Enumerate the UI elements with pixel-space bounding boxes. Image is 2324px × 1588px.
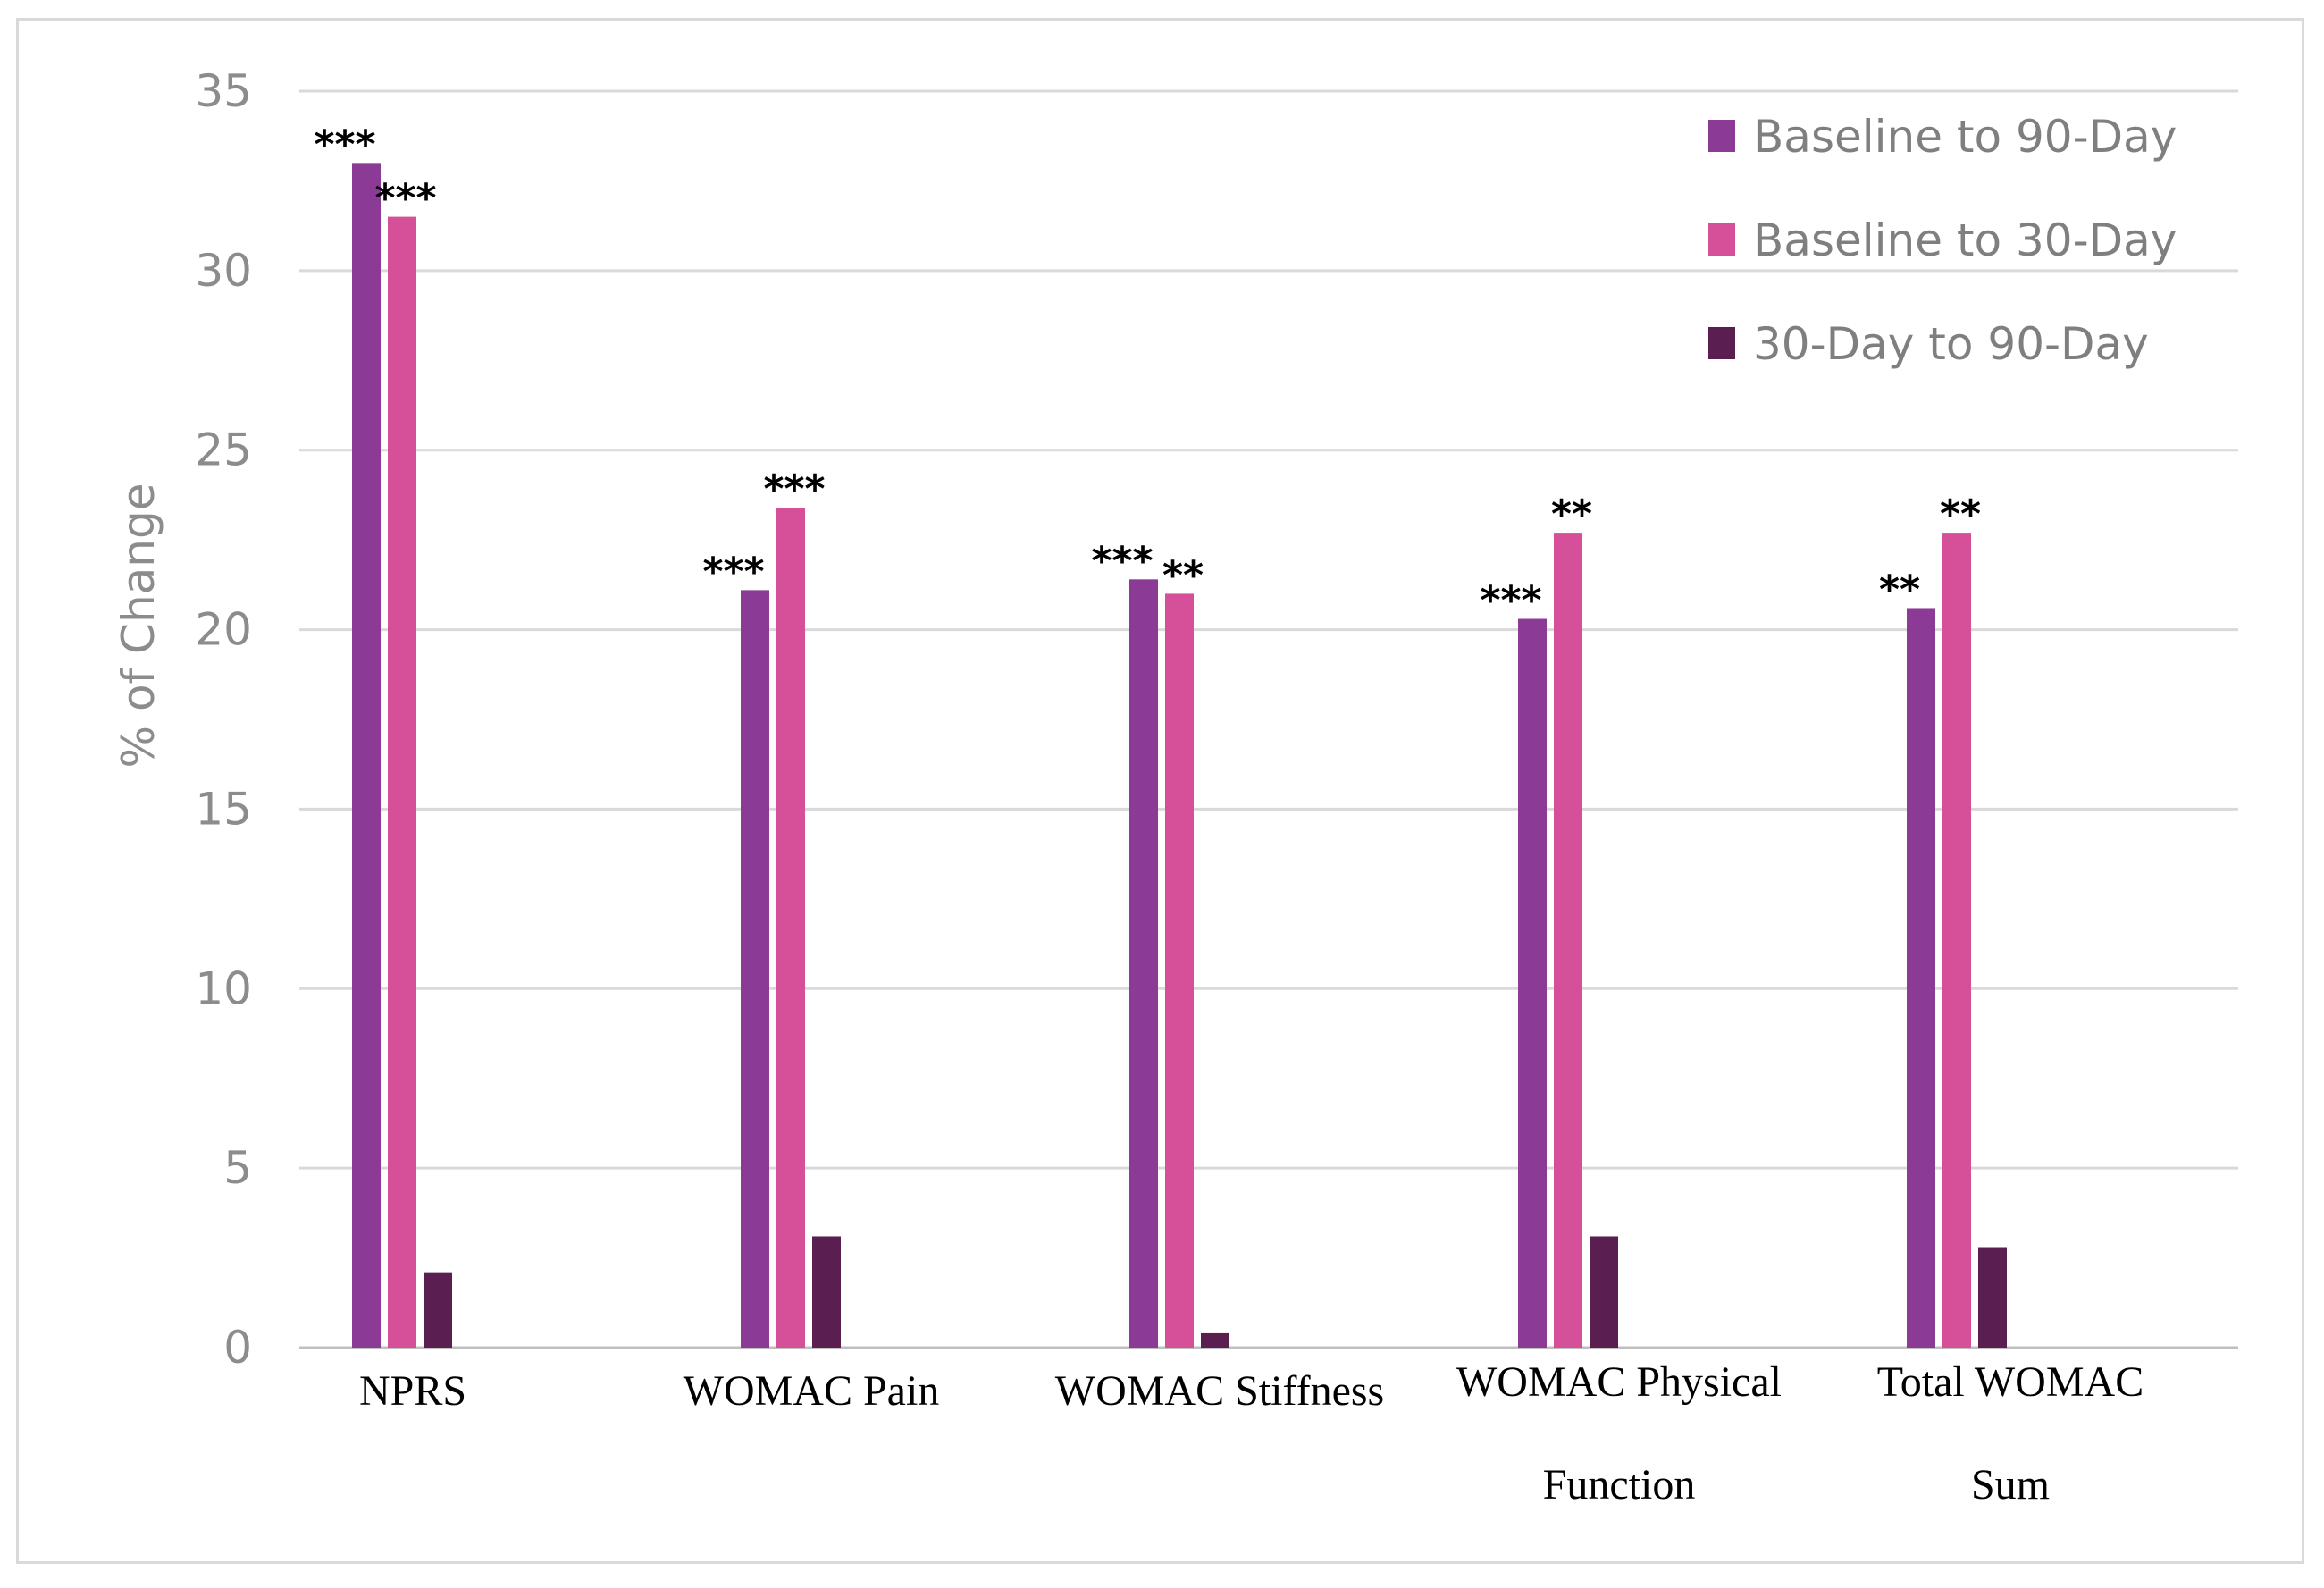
bar bbox=[1554, 533, 1582, 1348]
legend-swatch bbox=[1708, 327, 1735, 359]
category-label: Sum bbox=[1971, 1461, 2050, 1508]
bar bbox=[1978, 1247, 2007, 1348]
y-axis-title: % of Change bbox=[113, 483, 164, 769]
legend: Baseline to 90-Day Baseline to 30-Day 30-D… bbox=[1708, 111, 2177, 370]
significance-label: *** bbox=[314, 122, 375, 167]
bar bbox=[1907, 608, 1935, 1348]
bar bbox=[1518, 618, 1547, 1348]
bar bbox=[424, 1272, 452, 1348]
category-label: WOMAC Pain bbox=[684, 1367, 940, 1415]
bar bbox=[741, 590, 769, 1348]
bar bbox=[1590, 1236, 1618, 1348]
y-tick-label: 5 bbox=[223, 1142, 252, 1194]
significance-label: *** bbox=[1480, 578, 1541, 624]
legend-swatch bbox=[1708, 223, 1735, 256]
significance-label: ** bbox=[1551, 492, 1592, 537]
y-tick-label: 30 bbox=[195, 245, 252, 297]
legend-label: Baseline to 30-Day bbox=[1753, 214, 2177, 266]
significance-label: *** bbox=[1091, 538, 1153, 584]
bar bbox=[1942, 533, 1971, 1348]
significance-label: ** bbox=[1879, 567, 1920, 612]
legend-label: 30-Day to 90-Day bbox=[1753, 318, 2149, 370]
bar bbox=[1165, 593, 1194, 1348]
bar bbox=[352, 163, 381, 1348]
category-label: Total WOMAC bbox=[1877, 1358, 2144, 1406]
legend-label: Baseline to 90-Day bbox=[1753, 111, 2177, 163]
bar bbox=[1201, 1332, 1229, 1348]
y-tick-label: 0 bbox=[223, 1322, 252, 1374]
x-axis-categories: NPRS WOMAC Pain WOMAC Stiffness WOMAC Physi… bbox=[359, 1358, 2144, 1508]
y-tick-label: 20 bbox=[195, 604, 252, 656]
y-tick-label: 25 bbox=[195, 424, 252, 476]
category-label: NPRS bbox=[359, 1367, 466, 1415]
category-label: WOMAC Physical bbox=[1456, 1358, 1782, 1406]
significance-label: ** bbox=[1162, 552, 1204, 598]
significance-label: *** bbox=[702, 549, 764, 594]
bar bbox=[776, 507, 805, 1348]
bar bbox=[1129, 579, 1158, 1348]
significance-label: ** bbox=[1940, 492, 1981, 537]
significance-labels: ****** ****** ************ ** bbox=[314, 122, 1981, 623]
significance-label: *** bbox=[763, 466, 825, 512]
significance-label: *** bbox=[374, 176, 436, 222]
category-label: WOMAC Stiffness bbox=[1055, 1367, 1384, 1415]
y-axis-ticks: 0 5 10 15 20 25 30 35 bbox=[195, 65, 252, 1374]
category-label: Function bbox=[1543, 1461, 1696, 1508]
y-tick-label: 35 bbox=[195, 65, 252, 117]
bars bbox=[352, 163, 2007, 1349]
bar bbox=[388, 216, 416, 1349]
bar bbox=[812, 1236, 841, 1348]
y-tick-label: 15 bbox=[195, 783, 252, 835]
legend-swatch bbox=[1708, 120, 1735, 152]
y-tick-label: 10 bbox=[195, 962, 252, 1014]
